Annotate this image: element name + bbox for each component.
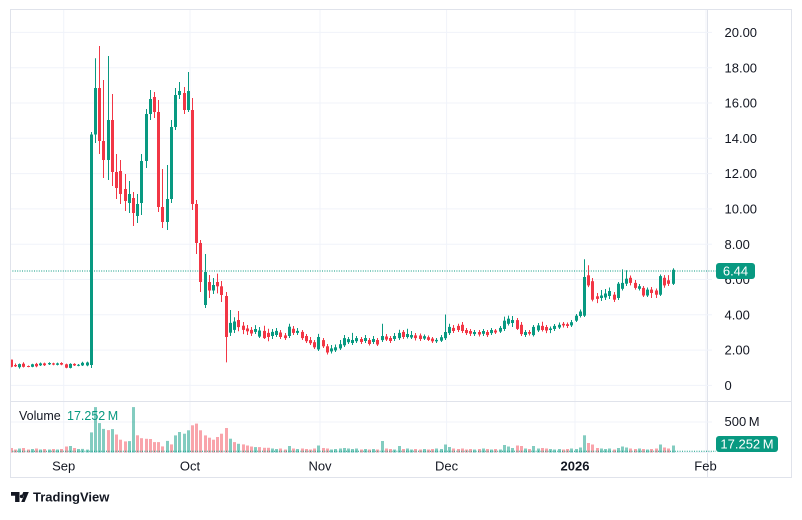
svg-text:Nov: Nov [308,459,332,474]
svg-text:6.44: 6.44 [723,264,748,279]
svg-text:4.00: 4.00 [725,307,750,322]
svg-text:Dec: Dec [435,459,459,474]
svg-text:14.00: 14.00 [725,131,758,146]
svg-text:2.00: 2.00 [725,343,750,358]
svg-text:17.252 M: 17.252 M [67,409,118,423]
svg-text:12.00: 12.00 [725,166,758,181]
svg-text:0: 0 [725,378,732,393]
svg-text:18.00: 18.00 [725,60,758,75]
svg-text:Feb: Feb [694,459,716,474]
svg-text:8.00: 8.00 [725,237,750,252]
svg-text:500 M: 500 M [725,414,760,429]
svg-text:17.252 M: 17.252 M [720,437,773,452]
svg-text:16.00: 16.00 [725,96,758,111]
svg-text:TradingView: TradingView [33,490,110,505]
svg-text:Sep: Sep [52,459,75,474]
svg-text:Oct: Oct [180,459,201,474]
svg-text:20.00: 20.00 [725,25,758,40]
svg-text:10.00: 10.00 [725,202,758,217]
svg-text:Volume: Volume [19,409,61,423]
svg-text:2026: 2026 [561,459,590,474]
